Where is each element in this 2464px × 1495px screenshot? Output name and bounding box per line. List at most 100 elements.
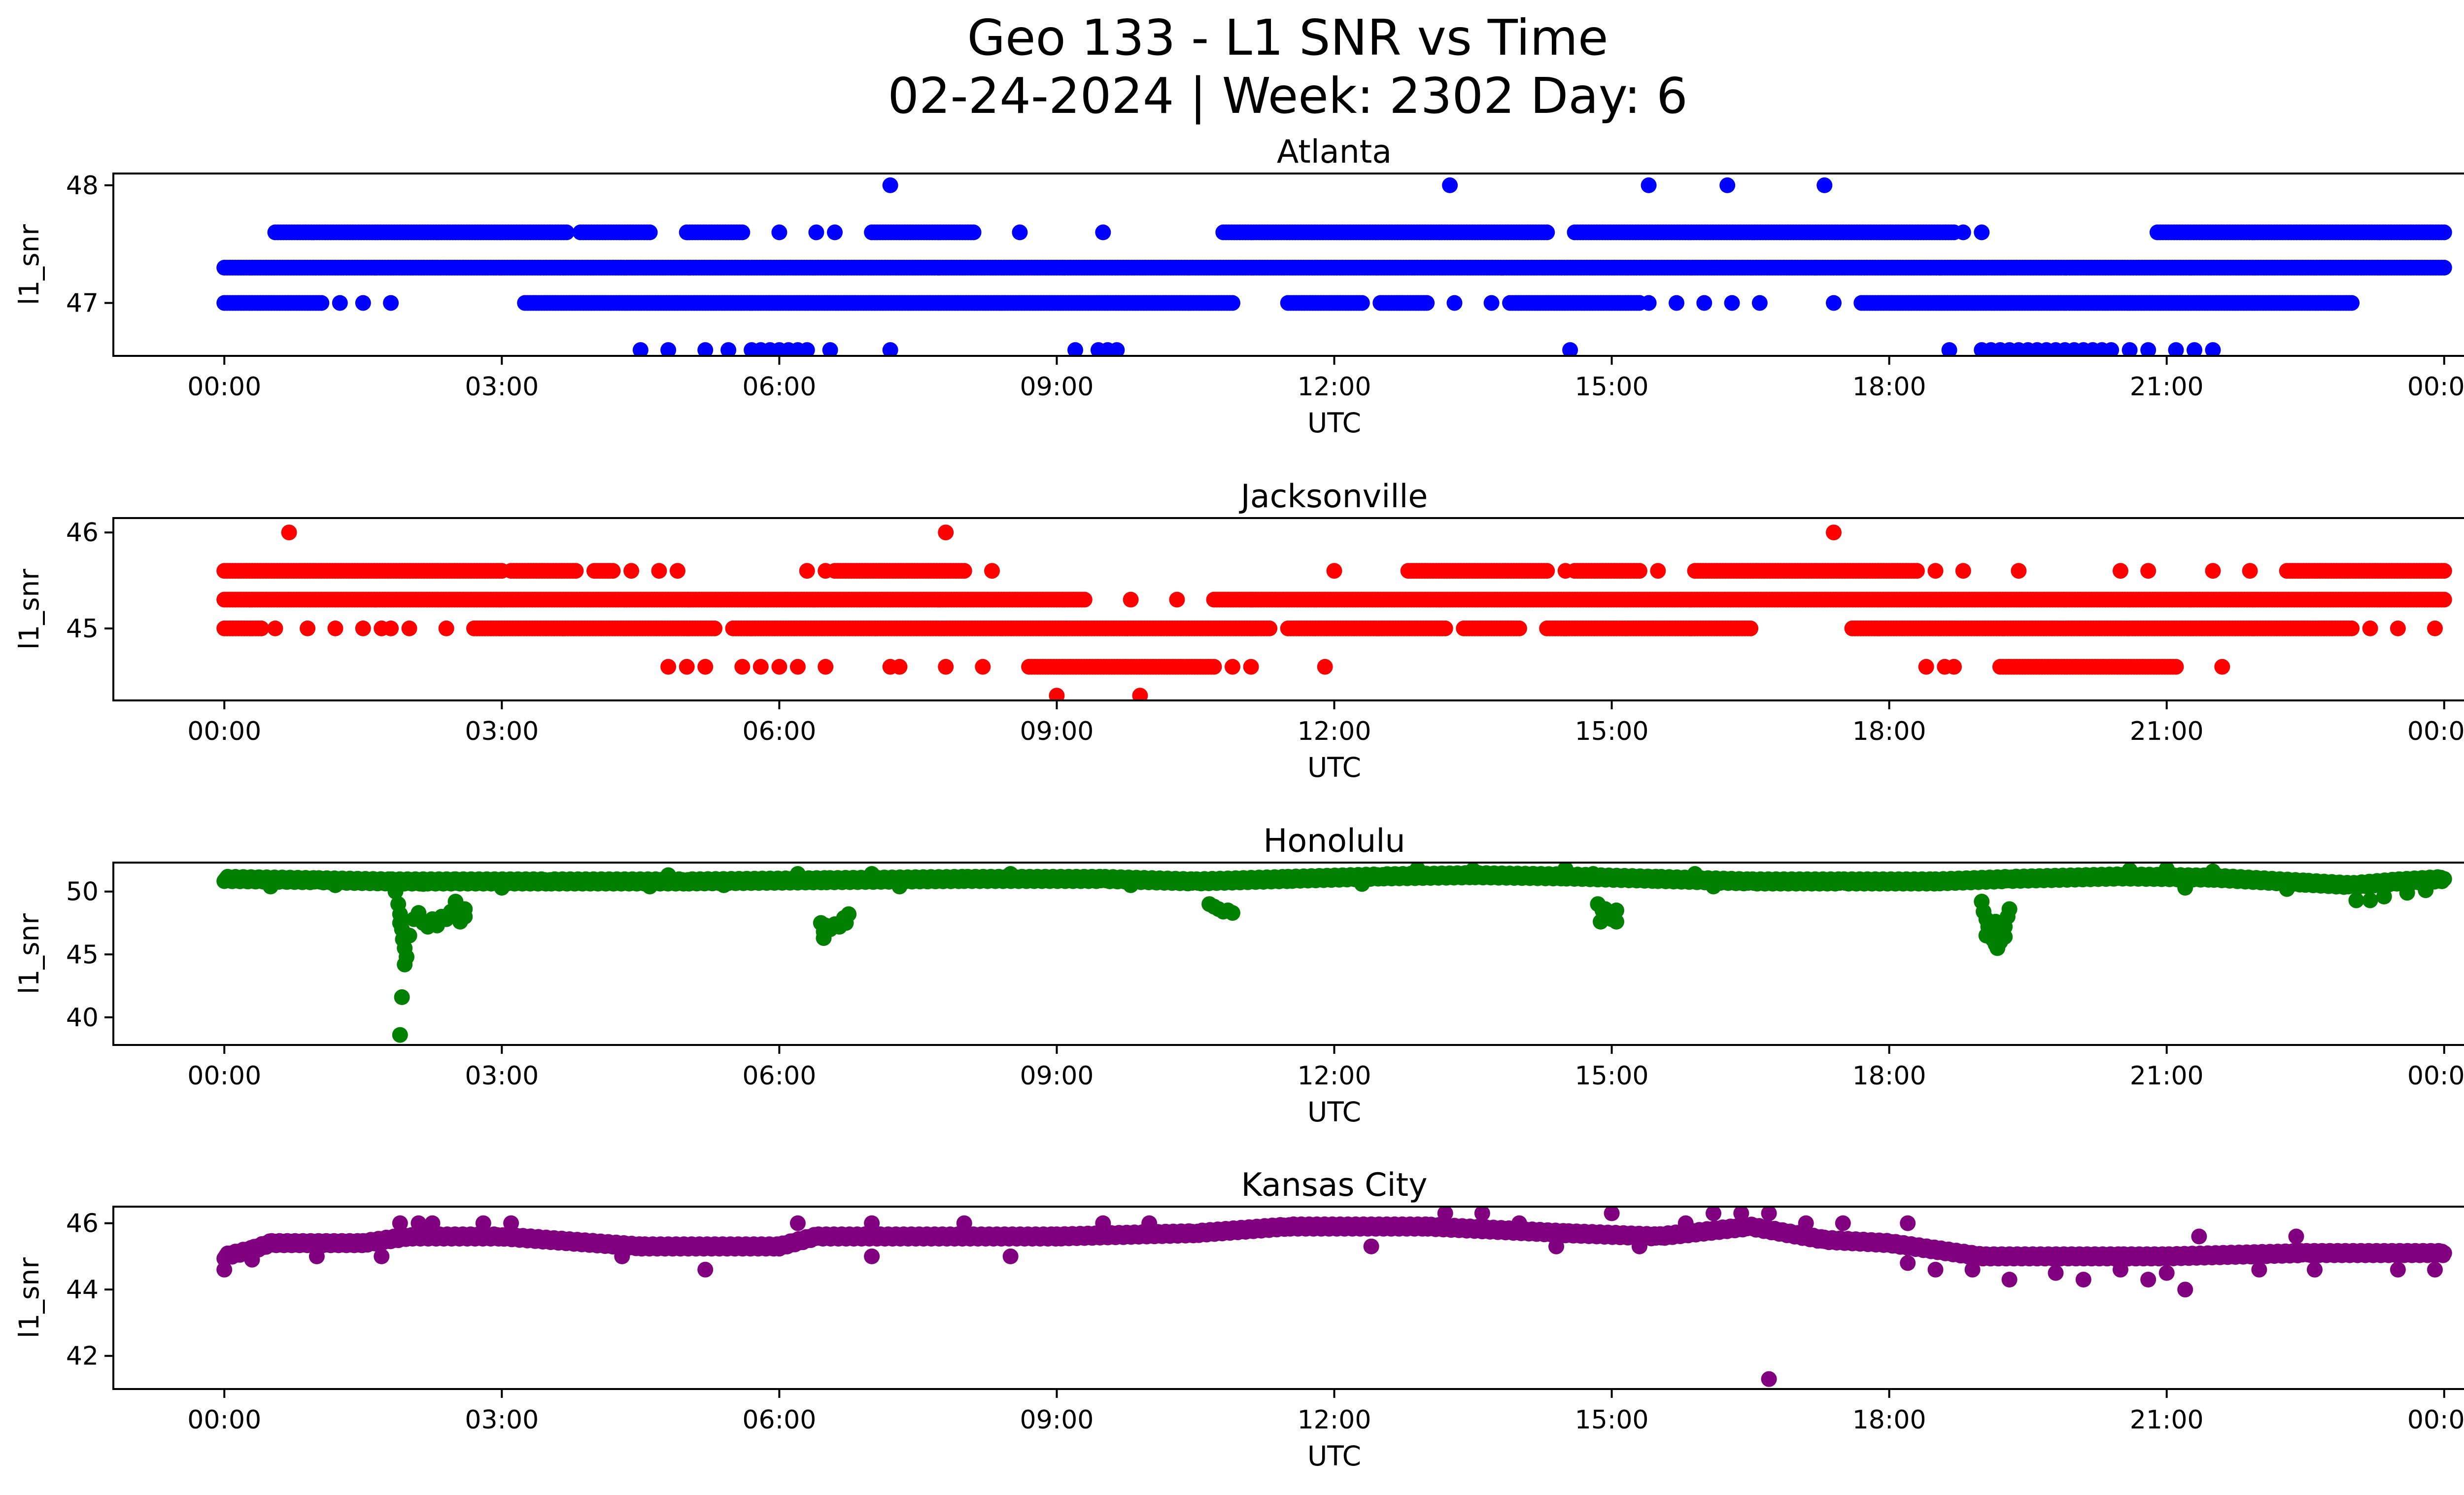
data-point bbox=[1483, 295, 1500, 311]
data-point bbox=[1641, 295, 1657, 311]
data-point bbox=[2103, 342, 2120, 356]
data-point bbox=[753, 659, 769, 675]
data-point bbox=[1927, 563, 1944, 579]
figure-title-line2: 02-24-2024 | Week: 2302 Day: 6 bbox=[888, 67, 1688, 125]
data-point bbox=[651, 563, 667, 579]
data-point bbox=[1354, 295, 1370, 311]
x-tick-label: 03:00 bbox=[465, 717, 539, 746]
data-points bbox=[216, 863, 2452, 1043]
data-point bbox=[1669, 295, 1684, 311]
data-point bbox=[2436, 224, 2452, 241]
data-point bbox=[253, 620, 270, 636]
data-point bbox=[2427, 620, 2443, 636]
x-tick-label: 12:00 bbox=[1298, 717, 1371, 746]
data-point bbox=[1076, 591, 1093, 608]
data-point bbox=[1955, 563, 1971, 579]
data-point bbox=[355, 295, 371, 311]
x-tick-label: 15:00 bbox=[1575, 372, 1649, 402]
data-point bbox=[938, 524, 954, 541]
data-point bbox=[827, 224, 843, 241]
data-point bbox=[975, 659, 991, 675]
data-point bbox=[808, 224, 824, 241]
data-point bbox=[1442, 177, 1458, 193]
data-point bbox=[1511, 620, 1527, 636]
x-tick-label: 09:00 bbox=[1020, 717, 1094, 746]
data-point bbox=[313, 295, 330, 311]
data-point bbox=[1816, 177, 1833, 193]
data-point bbox=[1206, 659, 1222, 675]
data-point bbox=[2140, 342, 2156, 356]
data-point bbox=[1317, 659, 1333, 675]
data-point bbox=[401, 620, 417, 636]
data-point bbox=[707, 620, 722, 636]
data-point bbox=[1225, 295, 1240, 311]
data-point bbox=[383, 295, 399, 311]
x-axis-label: UTC bbox=[1307, 407, 1361, 439]
data-point bbox=[734, 659, 751, 675]
data-point bbox=[2122, 342, 2138, 356]
data-point bbox=[697, 342, 714, 356]
data-point bbox=[771, 224, 787, 241]
data-point bbox=[1109, 342, 1125, 356]
data-points bbox=[216, 177, 2452, 356]
data-point bbox=[799, 342, 815, 356]
data-point bbox=[568, 563, 584, 579]
data-point bbox=[956, 563, 972, 579]
data-point bbox=[799, 563, 815, 579]
figure-title: Geo 133 - L1 SNR vs Time 02-24-2024 | We… bbox=[0, 9, 2464, 125]
data-point bbox=[965, 224, 982, 241]
data-point bbox=[1974, 224, 1990, 241]
data-point bbox=[1918, 659, 1934, 675]
data-point bbox=[1826, 295, 1842, 311]
data-points bbox=[216, 524, 2452, 700]
data-point bbox=[1724, 295, 1740, 311]
data-point bbox=[984, 563, 1000, 579]
data-point bbox=[1446, 295, 1463, 311]
data-point bbox=[1641, 177, 1657, 193]
x-tick-label: 15:00 bbox=[1575, 717, 1649, 746]
data-point bbox=[1095, 224, 1111, 241]
data-point bbox=[2436, 260, 2452, 276]
data-point bbox=[679, 659, 695, 675]
data-point bbox=[1169, 591, 1185, 608]
data-point bbox=[734, 224, 751, 241]
x-tick-label: 06:00 bbox=[742, 372, 816, 402]
data-point bbox=[2187, 342, 2202, 356]
data-point bbox=[558, 224, 575, 241]
data-point bbox=[818, 659, 834, 675]
data-point bbox=[1437, 620, 1453, 636]
data-point bbox=[267, 620, 283, 636]
x-tick-label: 18:00 bbox=[1852, 372, 1926, 402]
data-point bbox=[2344, 620, 2360, 636]
data-point bbox=[697, 659, 714, 675]
x-tick-label: 00:00 bbox=[187, 372, 261, 402]
data-point bbox=[383, 620, 399, 636]
data-point bbox=[1909, 563, 1925, 579]
data-point bbox=[669, 563, 685, 579]
y-axis-label: l1_snr bbox=[13, 224, 45, 305]
data-point bbox=[1946, 659, 1962, 675]
x-tick-label: 21:00 bbox=[2130, 717, 2204, 746]
data-point bbox=[1557, 563, 1574, 579]
data-point bbox=[1262, 620, 1278, 636]
data-point bbox=[822, 342, 838, 356]
x-axis-label: UTC bbox=[1307, 752, 1361, 783]
figure-title-line1: Geo 133 - L1 SNR vs Time bbox=[967, 9, 1608, 67]
x-tick-label: 12:00 bbox=[1298, 372, 1371, 402]
data-point bbox=[623, 563, 640, 579]
data-point bbox=[2436, 591, 2452, 608]
data-point bbox=[938, 659, 954, 675]
x-tick-label: 00:00 bbox=[2407, 372, 2464, 402]
data-point bbox=[720, 342, 737, 356]
data-point bbox=[1650, 563, 1666, 579]
x-tick-label: 03:00 bbox=[465, 372, 539, 402]
data-point bbox=[327, 620, 343, 636]
x-tick-label: 00:00 bbox=[187, 717, 261, 746]
data-point bbox=[1562, 342, 1578, 356]
data-point bbox=[438, 620, 454, 636]
data-point bbox=[1826, 524, 1842, 541]
data-point bbox=[1326, 563, 1342, 579]
data-point bbox=[605, 563, 621, 579]
